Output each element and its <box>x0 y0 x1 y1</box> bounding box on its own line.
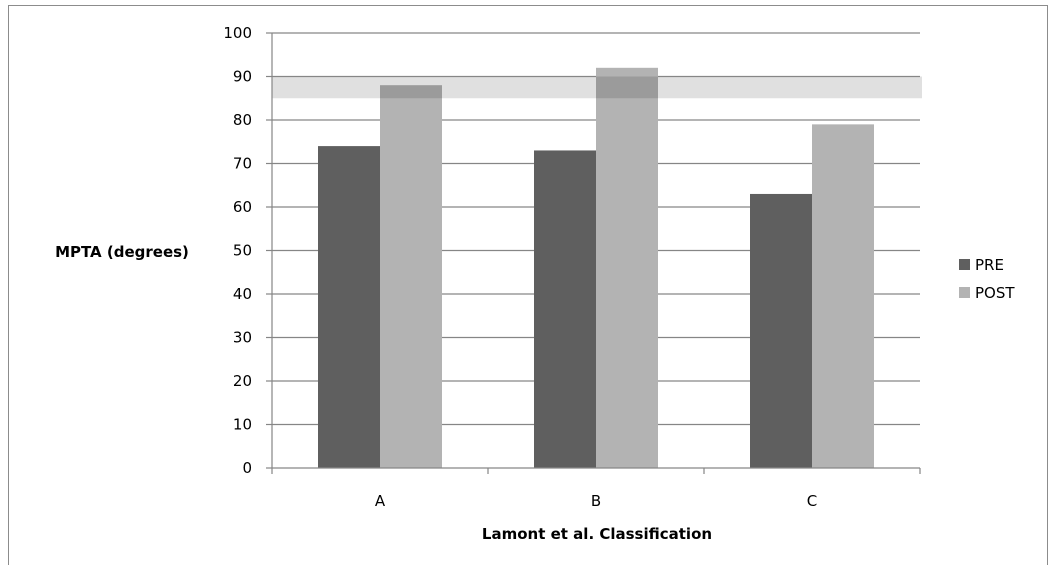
x-tick-labels: A B C <box>375 492 817 510</box>
legend: PRE POST <box>959 256 1015 302</box>
y-tick-label: 100 <box>223 24 252 42</box>
x-tick-label: A <box>375 492 386 510</box>
bar-pre-a <box>318 146 380 468</box>
y-tick-label: 70 <box>233 155 252 173</box>
y-tick-label: 10 <box>233 416 252 434</box>
bar-post-b <box>596 67 658 469</box>
y-tick-label: 90 <box>233 68 252 86</box>
x-tick-label: B <box>591 492 601 510</box>
legend-swatch-pre <box>959 259 970 270</box>
bar-post-c <box>812 124 874 468</box>
chart-frame <box>8 5 1048 565</box>
x-tick-label: C <box>807 492 817 510</box>
bar-pre-c <box>750 193 812 468</box>
y-tick-label: 60 <box>233 198 252 216</box>
legend-label-post: POST <box>975 284 1015 302</box>
y-tick-label: 80 <box>233 111 252 129</box>
bar-post-a <box>380 85 442 468</box>
y-tick-label: 40 <box>233 285 252 303</box>
y-tick-label: 30 <box>233 329 252 347</box>
band-overlap-a <box>380 85 442 99</box>
y-tick-label: 0 <box>242 459 252 477</box>
axes <box>266 32 921 474</box>
reference-band-overlay <box>380 76 658 99</box>
y-tick-label: 50 <box>233 242 252 260</box>
legend-label-pre: PRE <box>975 256 1004 274</box>
band-overlap-b <box>596 76 658 99</box>
x-axis-title: Lamont et al. Classification <box>482 525 712 543</box>
legend-swatch-post <box>959 287 970 298</box>
bars <box>318 67 874 469</box>
y-axis-title: MPTA (degrees) <box>55 243 189 261</box>
y-tick-labels: 0 10 20 30 40 50 60 70 80 90 100 <box>223 24 252 477</box>
y-tick-label: 20 <box>233 372 252 390</box>
bar-pre-b <box>534 150 596 468</box>
